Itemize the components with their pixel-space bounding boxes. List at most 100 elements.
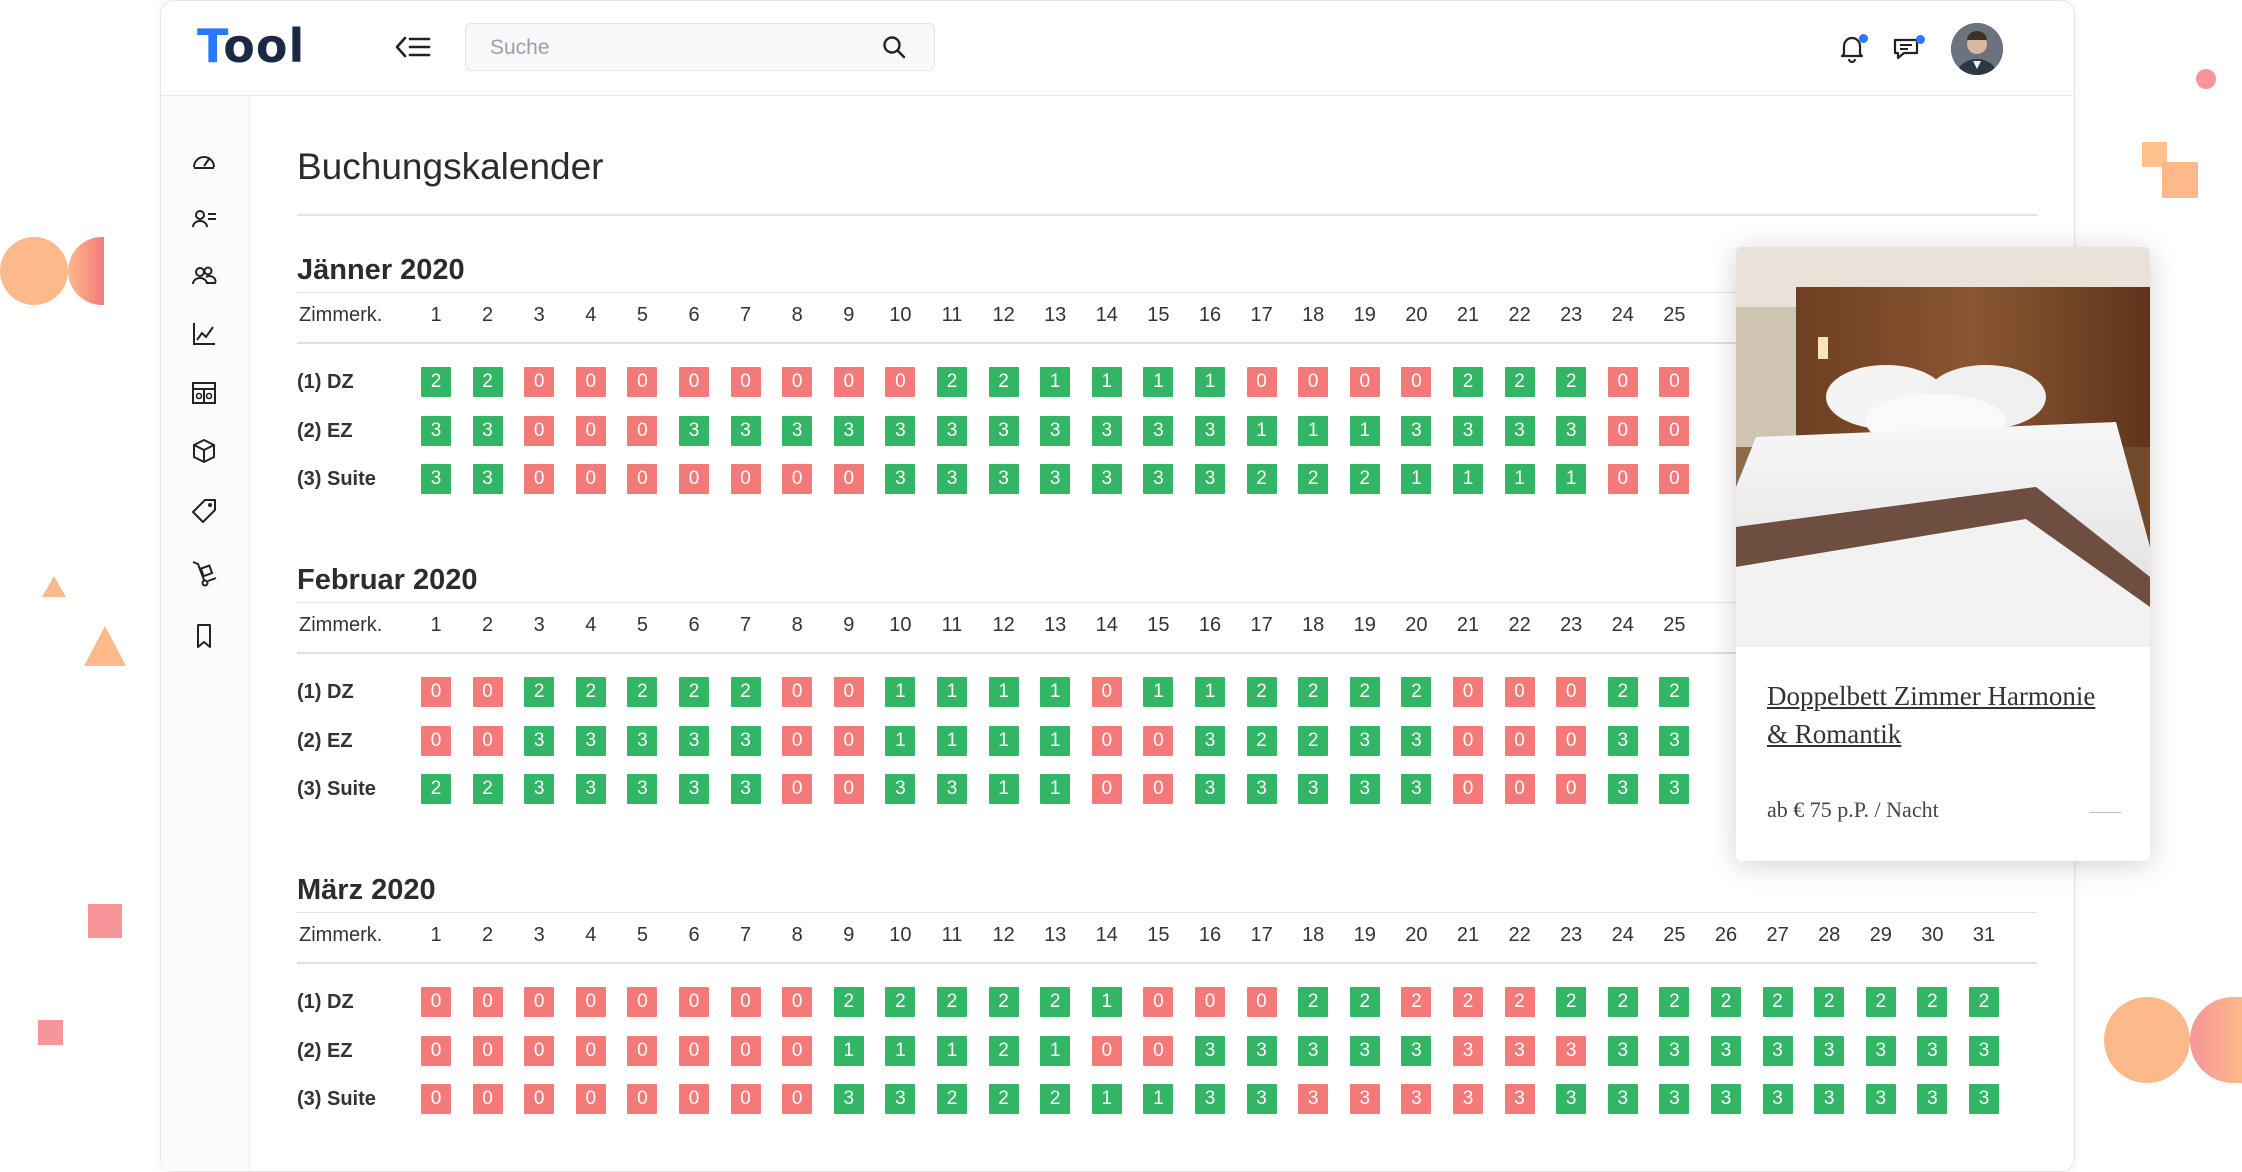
availability-cell[interactable]: 2 (421, 367, 451, 397)
availability-cell[interactable]: 0 (730, 987, 761, 1017)
availability-cell[interactable]: 3 (1607, 1084, 1638, 1114)
chart-icon[interactable] (189, 319, 219, 349)
availability-cell[interactable]: 1 (1298, 416, 1329, 446)
availability-cell[interactable]: 3 (988, 464, 1019, 494)
availability-cell[interactable]: 3 (1349, 1084, 1380, 1114)
availability-cell[interactable]: 1 (1401, 464, 1432, 494)
availability-cell[interactable]: 0 (1556, 677, 1587, 707)
availability-cell[interactable]: 1 (833, 1036, 864, 1066)
availability-cell[interactable]: 3 (1762, 1084, 1793, 1114)
availability-cell[interactable]: 2 (1504, 987, 1535, 1017)
availability-cell[interactable]: 2 (575, 677, 606, 707)
availability-cell[interactable]: 2 (1040, 1084, 1071, 1114)
availability-cell[interactable]: 0 (1143, 987, 1174, 1017)
availability-cell[interactable]: 3 (1349, 726, 1380, 756)
availability-cell[interactable]: 2 (1298, 987, 1329, 1017)
availability-cell[interactable]: 3 (1091, 416, 1122, 446)
availability-cell[interactable]: 0 (1401, 367, 1432, 397)
availability-cell[interactable]: 1 (1040, 367, 1071, 397)
availability-cell[interactable]: 2 (1607, 987, 1638, 1017)
availability-cell[interactable]: 3 (1246, 1084, 1277, 1114)
availability-cell[interactable]: 0 (730, 1084, 761, 1114)
availability-cell[interactable]: 2 (1453, 987, 1483, 1017)
availability-cell[interactable]: 2 (1298, 677, 1329, 707)
availability-cell[interactable]: 1 (1091, 987, 1122, 1017)
availability-cell[interactable]: 1 (1453, 464, 1483, 494)
availability-cell[interactable]: 3 (679, 416, 709, 446)
availability-cell[interactable]: 3 (833, 416, 864, 446)
availability-cell[interactable]: 3 (472, 464, 503, 494)
availability-cell[interactable]: 3 (421, 464, 451, 494)
availability-cell[interactable]: 1 (988, 726, 1019, 756)
availability-cell[interactable]: 0 (730, 367, 761, 397)
availability-cell[interactable]: 0 (524, 1036, 555, 1066)
availability-cell[interactable]: 0 (1504, 677, 1535, 707)
availability-cell[interactable]: 0 (1504, 726, 1535, 756)
availability-cell[interactable]: 0 (1246, 367, 1277, 397)
availability-cell[interactable]: 3 (1246, 774, 1277, 804)
availability-cell[interactable]: 1 (1195, 367, 1225, 397)
availability-cell[interactable]: 1 (1040, 774, 1071, 804)
availability-cell[interactable]: 3 (1711, 1084, 1741, 1114)
availability-cell[interactable]: 3 (937, 416, 967, 446)
availability-cell[interactable]: 0 (1659, 367, 1690, 397)
availability-cell[interactable]: 0 (1556, 774, 1587, 804)
availability-cell[interactable]: 3 (1298, 1084, 1329, 1114)
availability-cell[interactable]: 2 (1298, 726, 1329, 756)
availability-cell[interactable]: 2 (937, 987, 967, 1017)
availability-cell[interactable]: 0 (782, 1084, 813, 1114)
availability-cell[interactable]: 0 (575, 987, 606, 1017)
availability-cell[interactable]: 0 (575, 1084, 606, 1114)
availability-cell[interactable]: 3 (1298, 1036, 1329, 1066)
availability-cell[interactable]: 3 (1762, 1036, 1793, 1066)
search-icon[interactable] (882, 35, 906, 59)
availability-cell[interactable]: 3 (1195, 726, 1225, 756)
availability-cell[interactable]: 3 (1969, 1036, 1999, 1066)
availability-cell[interactable]: 3 (1556, 416, 1587, 446)
availability-cell[interactable]: 0 (1349, 367, 1380, 397)
availability-cell[interactable]: 1 (1504, 464, 1535, 494)
availability-cell[interactable]: 0 (1659, 416, 1690, 446)
availability-cell[interactable]: 3 (524, 726, 555, 756)
availability-cell[interactable]: 3 (833, 1084, 864, 1114)
availability-cell[interactable]: 0 (627, 416, 658, 446)
availability-cell[interactable]: 2 (679, 677, 709, 707)
availability-cell[interactable]: 2 (524, 677, 555, 707)
availability-cell[interactable]: 0 (627, 464, 658, 494)
availability-cell[interactable]: 2 (988, 1084, 1019, 1114)
availability-cell[interactable]: 3 (1195, 416, 1225, 446)
availability-cell[interactable]: 0 (782, 774, 813, 804)
availability-cell[interactable]: 0 (575, 416, 606, 446)
availability-cell[interactable]: 3 (1659, 726, 1690, 756)
availability-cell[interactable]: 3 (1607, 1036, 1638, 1066)
availability-cell[interactable]: 0 (472, 1084, 503, 1114)
availability-cell[interactable]: 3 (988, 416, 1019, 446)
availability-cell[interactable]: 3 (421, 416, 451, 446)
availability-cell[interactable]: 0 (472, 726, 503, 756)
availability-cell[interactable]: 3 (1401, 1036, 1432, 1066)
availability-cell[interactable]: 0 (524, 1084, 555, 1114)
availability-cell[interactable]: 3 (885, 1084, 916, 1114)
availability-cell[interactable]: 3 (679, 726, 709, 756)
availability-cell[interactable]: 0 (1659, 464, 1690, 494)
availability-cell[interactable]: 1 (988, 774, 1019, 804)
availability-cell[interactable]: 2 (1711, 987, 1741, 1017)
availability-cell[interactable]: 2 (885, 987, 916, 1017)
availability-cell[interactable]: 1 (1143, 367, 1174, 397)
availability-cell[interactable]: 3 (1401, 1084, 1432, 1114)
table-icon[interactable] (189, 378, 219, 408)
availability-cell[interactable]: 0 (472, 677, 503, 707)
availability-cell[interactable]: 1 (885, 726, 916, 756)
room-card-title[interactable]: Doppelbett Zimmer Harmonie & Romantik (1767, 681, 2096, 749)
availability-cell[interactable]: 0 (1607, 416, 1638, 446)
availability-cell[interactable]: 3 (730, 726, 761, 756)
availability-cell[interactable]: 3 (1556, 1084, 1587, 1114)
availability-cell[interactable]: 0 (782, 677, 813, 707)
availability-cell[interactable]: 2 (627, 677, 658, 707)
availability-cell[interactable]: 3 (1143, 416, 1174, 446)
availability-cell[interactable]: 3 (1865, 1036, 1896, 1066)
availability-cell[interactable]: 2 (730, 677, 761, 707)
availability-cell[interactable]: 0 (782, 1036, 813, 1066)
availability-cell[interactable]: 1 (937, 677, 967, 707)
availability-cell[interactable]: 3 (1040, 464, 1071, 494)
